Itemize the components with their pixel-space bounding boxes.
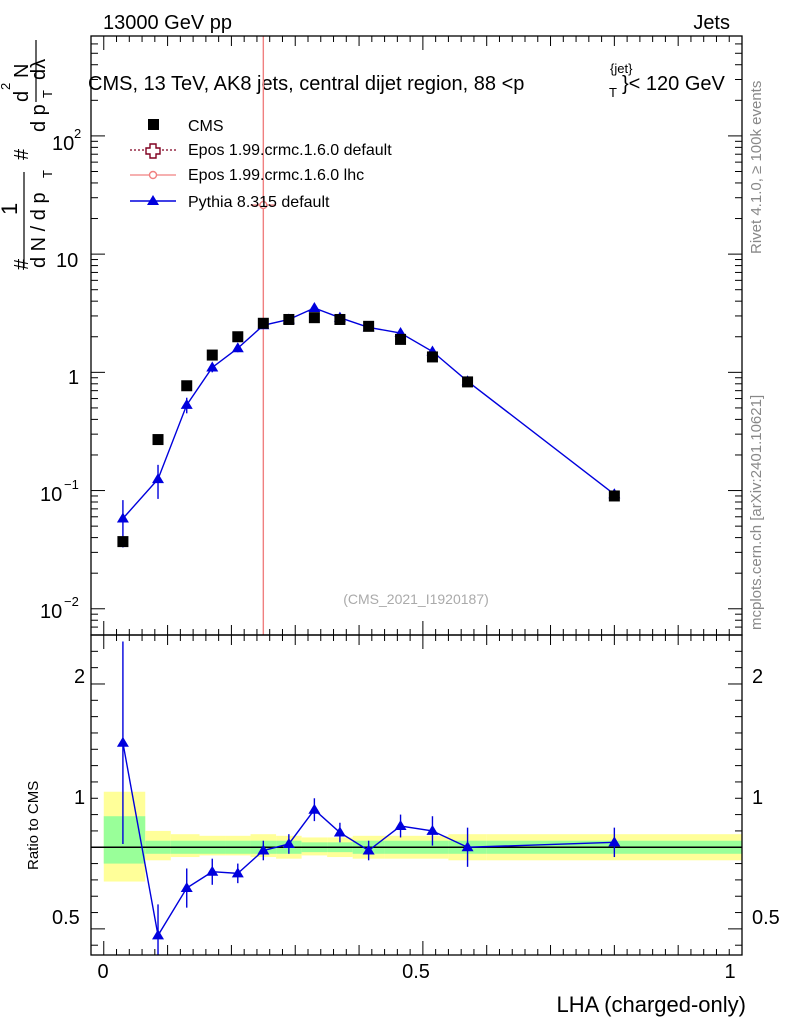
ytick-1: 1 <box>68 367 79 389</box>
ylabel-dn-dpt: d N / d p <box>28 192 50 268</box>
plot-title: CMS, 13 TeV, AK8 jets, central dijet reg… <box>88 61 726 100</box>
ratio-ytick-05: 0.5 <box>52 907 80 929</box>
pythia-line <box>122 307 615 519</box>
cms-point <box>426 351 438 363</box>
ratio-pythia-point <box>206 865 219 876</box>
ratio-pythia-point <box>608 836 621 847</box>
ylabel-hash-1: # <box>11 258 33 270</box>
pythia-point <box>206 361 219 372</box>
ratio-uncertainty-bands <box>91 791 742 882</box>
legend-label-epos-lhc: Epos 1.99.crmc.1.6.0 lhc <box>188 167 364 184</box>
cms-point <box>152 434 164 446</box>
cms-point <box>608 490 620 502</box>
ylabel-sup-2: 2 <box>0 83 13 90</box>
ytick-1e2-base: 10 <box>52 133 74 155</box>
ratio-ytick-1-right: 1 <box>752 787 763 809</box>
pythia-point <box>180 398 193 409</box>
title-sup-jet: {jet} <box>610 61 633 76</box>
xtick-0: 0 <box>97 961 108 983</box>
ratio-pythia-point <box>180 882 193 893</box>
xtick-05: 0.5 <box>402 961 430 983</box>
axis-ticks <box>91 35 743 955</box>
mcplots-label: mcplots.cern.ch [arXiv:2401.10621] <box>748 395 765 630</box>
legend-label-cms: CMS <box>188 118 224 135</box>
main-y-tick-labels: 10 −2 10 −1 1 10 10 2 <box>40 126 81 623</box>
cms-point <box>181 380 193 392</box>
ratio-pythia-point <box>333 826 346 837</box>
title-sub-t: T <box>609 85 617 100</box>
ytick-1e2-exp: 2 <box>74 126 81 141</box>
x-tick-labels: 0 0.5 1 <box>97 961 735 983</box>
legend-marker-pythia <box>147 195 159 205</box>
title-main: CMS, 13 TeV, AK8 jets, central dijet reg… <box>88 73 524 95</box>
cms-point <box>334 313 346 325</box>
cms-point <box>206 349 218 361</box>
y-axis-label-ratio: Ratio to CMS <box>25 781 42 870</box>
ratio-y-tick-labels: 2 1 0.5 2 1 0.5 <box>52 666 780 929</box>
cms-point <box>257 317 269 329</box>
cms-point <box>363 320 375 332</box>
ratio-ytick-1: 1 <box>74 787 85 809</box>
pythia-point <box>152 473 165 484</box>
ratio-pythia-point <box>394 820 407 831</box>
ratio-ytick-2: 2 <box>74 666 85 688</box>
ylabel-d2: d <box>11 91 33 102</box>
ratio-ytick-05-right: 0.5 <box>752 907 780 929</box>
ratio-pythia-point <box>231 867 244 878</box>
ylabel-sub-t-2: T <box>40 90 55 98</box>
ytick-1e-1-base: 10 <box>40 484 62 506</box>
cms-point <box>462 376 474 388</box>
cms-point <box>395 333 407 345</box>
cms-point <box>308 312 320 324</box>
ylabel-hash-2: # <box>11 148 33 160</box>
ratio-ytick-2-right: 2 <box>752 666 763 688</box>
analysis-id: (CMS_2021_I1920187) <box>343 591 489 607</box>
epos-lhc-point <box>259 200 268 210</box>
ytick-1e-2-base: 10 <box>40 601 62 623</box>
cms-point <box>283 313 295 325</box>
rivet-label: Rivet 4.1.0, ≥ 100k events <box>748 81 765 254</box>
ylabel-dlambda: dλ <box>28 59 50 80</box>
legend-marker-epos-default <box>145 143 161 159</box>
legend-marker-epos-lhc <box>148 170 158 180</box>
ylabel-n: N <box>11 64 33 78</box>
y-axis-label-main: # 1 d N / d p T # d p T d 2 N dλ <box>0 40 55 270</box>
legend-label-epos-default: Epos 1.99.crmc.1.6.0 default <box>188 142 392 159</box>
ratio-pythia-point <box>362 844 375 855</box>
cms-point <box>117 536 129 548</box>
main-panel-marks <box>116 36 621 635</box>
ratio-pythia-point <box>426 824 439 835</box>
category-label: Jets <box>693 12 730 34</box>
ylabel-sub-t-1: T <box>40 170 55 178</box>
pythia-point <box>116 512 129 523</box>
ratio-pythia-point <box>257 844 270 855</box>
ratio-pythia-point <box>282 837 295 848</box>
title-end: }< 120 GeV <box>622 73 726 95</box>
xtick-1: 1 <box>724 961 735 983</box>
ratio-pythia-line <box>122 742 615 938</box>
ylabel-one: 1 <box>0 203 22 215</box>
legend-marker-cms <box>148 119 159 130</box>
ratio-panel-marks <box>116 641 621 955</box>
ratio-pythia-point <box>152 929 165 940</box>
cms-point <box>232 331 244 343</box>
ytick-1e-2-exp: −2 <box>64 594 79 609</box>
ratio-band-inner <box>103 816 146 864</box>
ratio-pythia-point <box>116 736 129 747</box>
pythia-point <box>308 302 321 313</box>
ytick-1e-1-exp: −1 <box>64 477 79 492</box>
ratio-panel-frame <box>90 634 743 956</box>
ytick-10: 10 <box>56 250 78 272</box>
ylabel-dpt: d p <box>28 104 50 132</box>
ratio-pythia-point <box>308 803 321 814</box>
energy-label: 13000 GeV pp <box>103 12 232 34</box>
x-axis-label: LHA (charged-only) <box>556 992 746 1017</box>
legend-label-pythia: Pythia 8.315 default <box>188 194 330 211</box>
pythia-point <box>231 342 244 353</box>
legend: CMS Epos 1.99.crmc.1.6.0 default Epos 1.… <box>130 118 392 211</box>
ratio-pythia-point <box>461 841 474 852</box>
